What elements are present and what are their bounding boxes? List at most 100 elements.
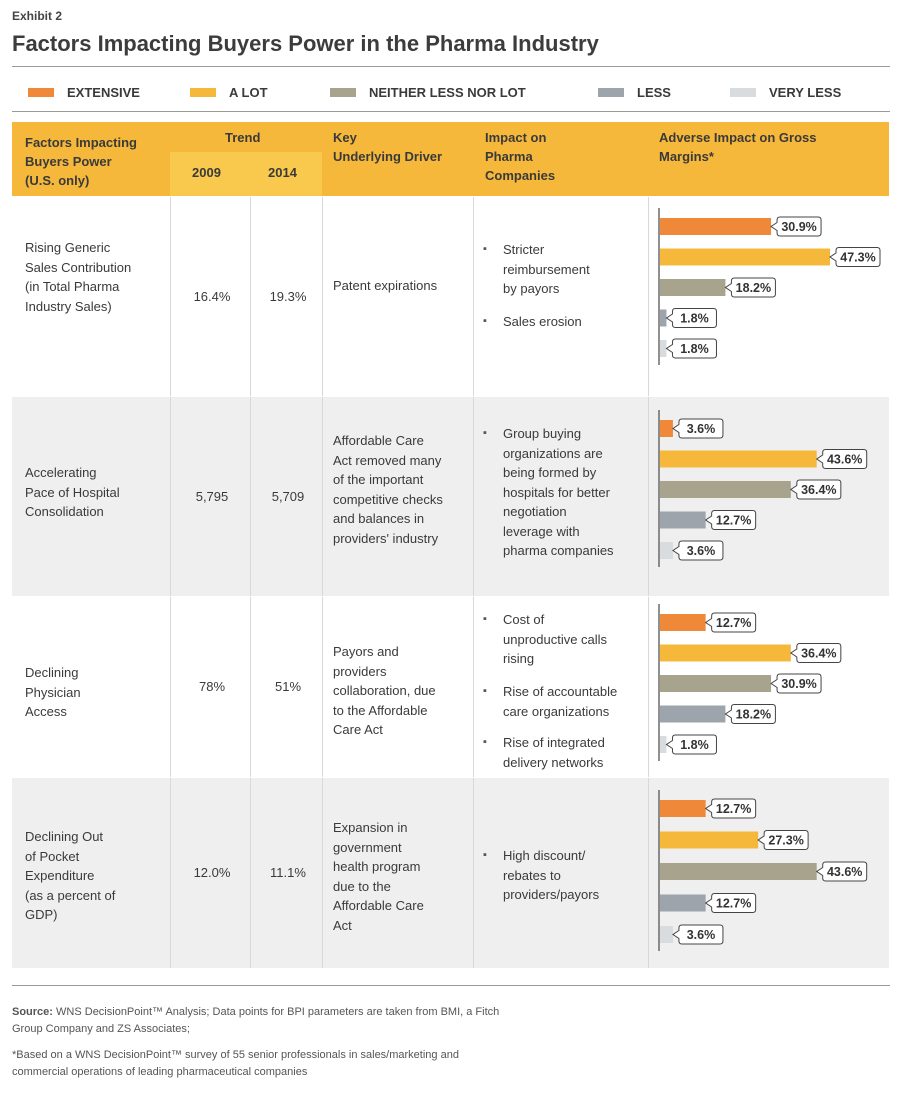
impact-line: leverage with — [503, 523, 580, 539]
driver-line: Affordable Care — [333, 433, 424, 448]
driver-line: providers — [333, 663, 387, 679]
trend-2009-value: 12.0% — [193, 865, 231, 880]
source-note: Source: WNS DecisionPoint™ Analysis; Dat… — [12, 1006, 500, 1035]
impact-line: Sales erosion — [503, 314, 582, 329]
data-label-bubble — [672, 540, 724, 561]
impact-line: providers/payors — [503, 887, 600, 902]
trend-2009-value: 5,795 — [195, 488, 229, 504]
header-adverse: Adverse Impact on Gross Margins* — [659, 130, 817, 164]
factor-cell: Accelerating Pace of Hospital Consolidatio… — [25, 463, 120, 522]
data-label: 1.8% — [680, 738, 709, 752]
legend-swatch — [190, 87, 216, 97]
header-trend: Trend — [225, 130, 261, 145]
data-label-bubble — [757, 830, 809, 850]
bar — [660, 511, 706, 529]
data-label: 12.7% — [716, 897, 751, 911]
trend-2014-value: 51% — [274, 679, 302, 694]
data-label-bubble — [724, 277, 776, 298]
factor-line: Consolidation — [25, 504, 104, 519]
column-divider — [170, 778, 171, 968]
data-label-bubble — [770, 216, 822, 237]
impact-line: Rise of accountable — [503, 684, 618, 699]
trend-year-band — [170, 152, 322, 196]
impact-line: care organizations — [503, 703, 610, 719]
bar — [660, 248, 830, 266]
factor-line: Expenditure — [25, 868, 95, 883]
bar — [660, 218, 772, 235]
impact-bullet: Stricter reimbursement by payors — [483, 240, 590, 299]
table-header — [12, 122, 889, 196]
trend-2014-value: 5,709 — [271, 488, 305, 504]
factor-line: Access — [25, 704, 67, 719]
legend-swatch — [730, 87, 756, 97]
legend-item: LESS — [598, 84, 671, 100]
factor-line: (as a percent of — [25, 887, 116, 903]
data-label-bubble — [789, 479, 842, 500]
column-divider — [473, 397, 474, 596]
bar — [660, 279, 726, 296]
data-label: 30.9% — [781, 220, 816, 234]
factor-line: Rising Generic — [25, 240, 111, 255]
trend-2009-value: 78% — [198, 679, 226, 694]
legend-label: A LOT — [229, 84, 268, 100]
data-label: 3.6% — [687, 928, 716, 942]
column-divider — [648, 197, 649, 396]
impact-line: organizations are — [503, 445, 603, 461]
impact-line: Stricter — [503, 242, 545, 257]
factor-line: of Pocket — [25, 848, 80, 864]
impact-bullet: Sales erosion — [483, 312, 582, 332]
column-divider — [322, 397, 323, 596]
legend-divider — [12, 111, 890, 112]
trend-2009-value: 16.4% — [193, 288, 231, 304]
trend-2014-value: 19.3% — [269, 288, 307, 304]
data-label: 12.7% — [716, 514, 751, 528]
gross-margin-chart: 3.6% 43.6% 36.4% 12.7% 3.6% — [658, 410, 868, 567]
data-label: 27.3% — [768, 834, 803, 848]
impact-line: Rise of integrated — [503, 735, 605, 750]
driver-cell: Payors and providers collaboration, due to … — [333, 642, 436, 740]
legend-item: A LOT — [190, 84, 268, 100]
data-label-bubble — [789, 643, 842, 663]
bar — [660, 340, 667, 357]
column-divider — [473, 597, 474, 777]
driver-line: Act — [333, 917, 352, 933]
column-divider — [322, 597, 323, 777]
data-label: 43.6% — [827, 453, 862, 467]
data-label-bubble — [724, 704, 776, 724]
driver-line: Payors and — [333, 644, 399, 659]
page-title: Factors Impacting Buyers Power in the Ph… — [12, 31, 599, 56]
column-divider — [250, 597, 251, 777]
legend-item: EXTENSIVE — [28, 84, 140, 100]
factor-line: (in Total Pharma — [25, 279, 120, 294]
legend-label: LESS — [637, 84, 671, 100]
factor-line: Sales Contribution — [25, 259, 132, 275]
impact-line: rising — [503, 651, 535, 666]
impact-bullet: High discount/rebates to providers/payors — [483, 846, 599, 905]
bar — [660, 705, 726, 723]
factor-line: Accelerating — [25, 465, 97, 480]
survey-note: *Based on a WNS DecisionPoint™ survey of… — [12, 1049, 459, 1078]
bar — [660, 894, 706, 912]
impact-line: unproductive calls — [503, 631, 608, 647]
header-driver: Key Underlying Driver — [333, 130, 443, 164]
driver-line: collaboration, due — [333, 683, 436, 698]
impact-line: hospitals for better — [503, 484, 610, 500]
column-divider — [250, 397, 251, 596]
column-divider — [170, 597, 171, 777]
factor-line: Physician — [25, 684, 81, 700]
data-label: 12.7% — [716, 802, 751, 816]
bar — [660, 926, 673, 943]
data-label-bubble — [704, 612, 757, 633]
column-divider — [250, 197, 251, 396]
data-label-bubble — [815, 449, 868, 469]
exhibit-label: Exhibit 2 — [12, 9, 63, 23]
gross-margin-chart: 12.7% 27.3% 43.6% 12.7% 3.6% — [658, 790, 868, 951]
factor-line: Industry Sales) — [25, 298, 112, 314]
gross-margin-chart: 12.7% 36.4% 30.9% 18.2% 1.8% — [658, 604, 842, 761]
column-divider — [648, 397, 649, 596]
data-label: 43.6% — [827, 865, 862, 879]
bar — [660, 863, 817, 880]
header-2014: 2014 — [268, 165, 297, 180]
legend-swatch — [28, 87, 54, 97]
data-label-bubble — [672, 418, 724, 439]
